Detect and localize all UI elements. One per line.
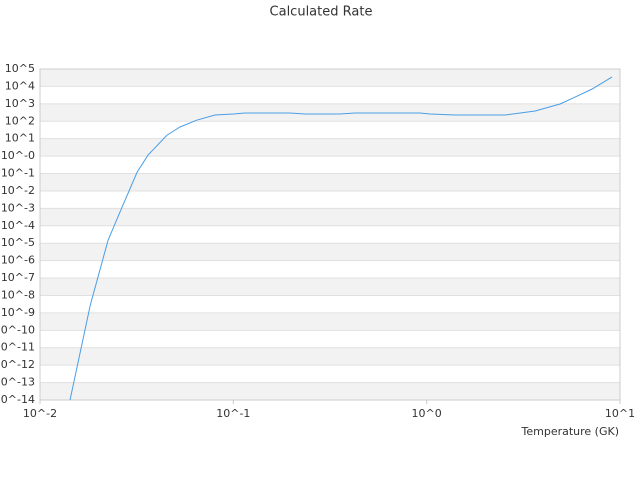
x-tick-label: 10^-2 [23, 407, 57, 420]
y-tick-label: 10^4 [5, 79, 35, 92]
grid-band [40, 278, 620, 296]
y-tick-label: 10^1 [5, 132, 35, 145]
plot-border [39, 68, 621, 401]
x-tick-label: 10^1 [605, 407, 635, 420]
y-tick-label: 10^-7 [1, 271, 35, 284]
y-tick-label: 10^-9 [1, 306, 35, 319]
y-tick-label: 10^3 [5, 97, 35, 110]
chart-title: Calculated Rate [270, 5, 373, 20]
y-tick-label: 10^2 [5, 114, 35, 127]
y-tick-label: 10^-2 [1, 184, 35, 197]
y-tick-label: 10^-6 [1, 254, 35, 267]
y-tick-label: 10^-10 [0, 323, 35, 336]
y-tick-label: 10^-8 [1, 288, 35, 301]
grid-band [40, 382, 620, 400]
data-line [69, 76, 613, 400]
y-tick-label: 10^-0 [1, 149, 35, 162]
y-tick-label: 10^-14 [0, 393, 35, 406]
grid-band [40, 138, 620, 157]
y-tick-label: 10^-13 [0, 376, 35, 389]
y-tick-label: 10^-3 [1, 201, 35, 214]
y-tick-label: 10^5 [5, 62, 35, 75]
y-tick-label: 10^-11 [0, 341, 35, 354]
y-tick-label: 10^-5 [1, 236, 35, 249]
x-tick-label: 10^0 [412, 407, 442, 420]
y-tick-label: 10^-12 [0, 358, 35, 371]
grid-band [40, 208, 620, 226]
grid-band [40, 69, 620, 87]
grid-band [40, 243, 620, 261]
grid-band [40, 173, 620, 191]
x-tick-label: 10^-1 [216, 407, 250, 420]
y-tick-label: 10^-4 [1, 219, 35, 232]
grid-band [40, 312, 620, 331]
x-axis-label: Temperature (GK) [521, 425, 620, 438]
y-tick-label: 10^-1 [1, 167, 35, 180]
grid-band [40, 347, 620, 366]
grid-band [40, 103, 620, 122]
